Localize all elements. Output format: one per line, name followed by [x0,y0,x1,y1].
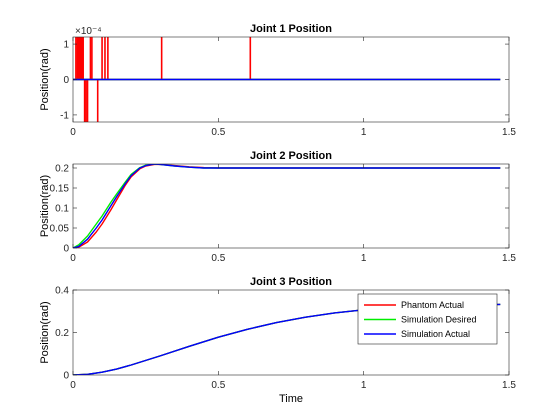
y-axis-label: Position(rad) [39,175,51,237]
subplot-title: Joint 3 Position [250,276,332,288]
x-tick-label: 0 [70,380,76,391]
y-axis-label: Position(rad) [39,301,51,363]
y-tick-label: 0 [63,371,69,382]
subplot-2: 0 0.5 1 1.5 0 0.05 0.1 0.15 0.2 Joint 2 Position P… [39,150,516,264]
x-tick-label: 1 [361,253,367,264]
y-tick-label: 1 [63,40,69,51]
x-tick-label: 1 [361,127,367,138]
y-tick-label: 0.2 [55,328,69,339]
subplot-1: 0 0.5 1 1.5-101×10⁻⁴ Joint 1 PositionPositio… [39,23,516,138]
series-group [73,37,501,122]
y-tick-label: 0.4 [55,286,69,297]
x-tick-label: 0 [70,127,76,138]
x-tick-label: 0.5 [211,380,225,391]
x-tick-label: 1.5 [502,380,516,391]
y-tick-label: 0 [63,244,69,255]
y-tick-label: 0.1 [55,204,69,215]
plot-area [73,164,509,248]
x-tick-label: 0 [70,253,76,264]
subplot-3: 0 0.5 1 1.5 0 0.2 0.4 Joint 3 Position Position(… [39,276,516,405]
x-tick-label: 0.5 [211,127,225,138]
axes-box [72,163,510,249]
x-tick-label: 1.5 [502,127,516,138]
y-tick-label: 0.05 [50,224,70,235]
subplot-title: Joint 1 Position [250,23,332,35]
y-tick-label: 0 [63,75,69,86]
x-tick-label: 1 [361,380,367,391]
x-tick-label: 0.5 [211,253,225,264]
y-axis-label: Position(rad) [39,48,51,110]
legend-label: Simulation Actual [401,329,470,339]
series-group [73,164,501,248]
legend: Phantom Actual Simulation Desired Simulati… [357,293,498,345]
y-exponent-label: ×10⁻⁴ [75,26,102,37]
legend-label: Simulation Desired [401,315,477,325]
y-tick-label: 0.15 [50,184,70,195]
x-axis-label: Time [279,393,303,405]
subplot-title: Joint 2 Position [250,150,332,162]
x-tick-label: 1.5 [502,253,516,264]
y-tick-label: 0.2 [55,164,69,175]
series-simulation-actual-line [73,164,501,248]
legend-label: Phantom Actual [401,300,464,310]
y-tick-label: -1 [60,110,69,121]
